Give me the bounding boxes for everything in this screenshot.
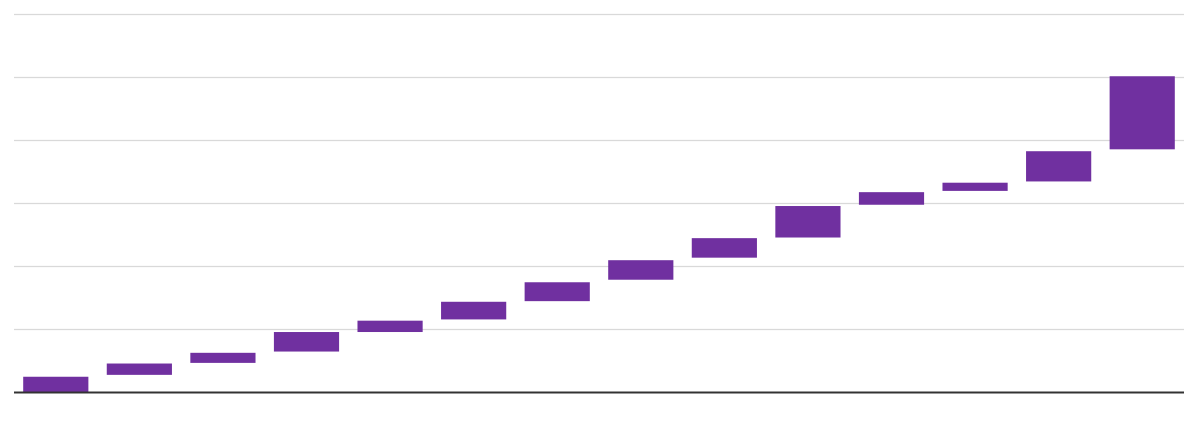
- waterfall-bar-8: [608, 260, 674, 280]
- waterfall-bar-14: [1109, 76, 1175, 150]
- waterfall-bar-13: [1026, 151, 1092, 182]
- bars: [23, 76, 1175, 393]
- waterfall-bar-6: [441, 301, 507, 320]
- waterfall-bar-1: [23, 376, 89, 393]
- waterfall-bar-7: [524, 282, 590, 302]
- gridlines: [14, 13, 1184, 331]
- waterfall-bar-10: [775, 206, 841, 238]
- waterfall-bar-5: [357, 320, 423, 333]
- waterfall-bar-4: [273, 332, 340, 352]
- waterfall-bar-3: [190, 352, 256, 363]
- waterfall-bar-9: [691, 238, 757, 258]
- waterfall-bar-2: [106, 363, 172, 375]
- waterfall-bar-11: [858, 192, 925, 205]
- waterfall-bar-12: [942, 182, 1008, 191]
